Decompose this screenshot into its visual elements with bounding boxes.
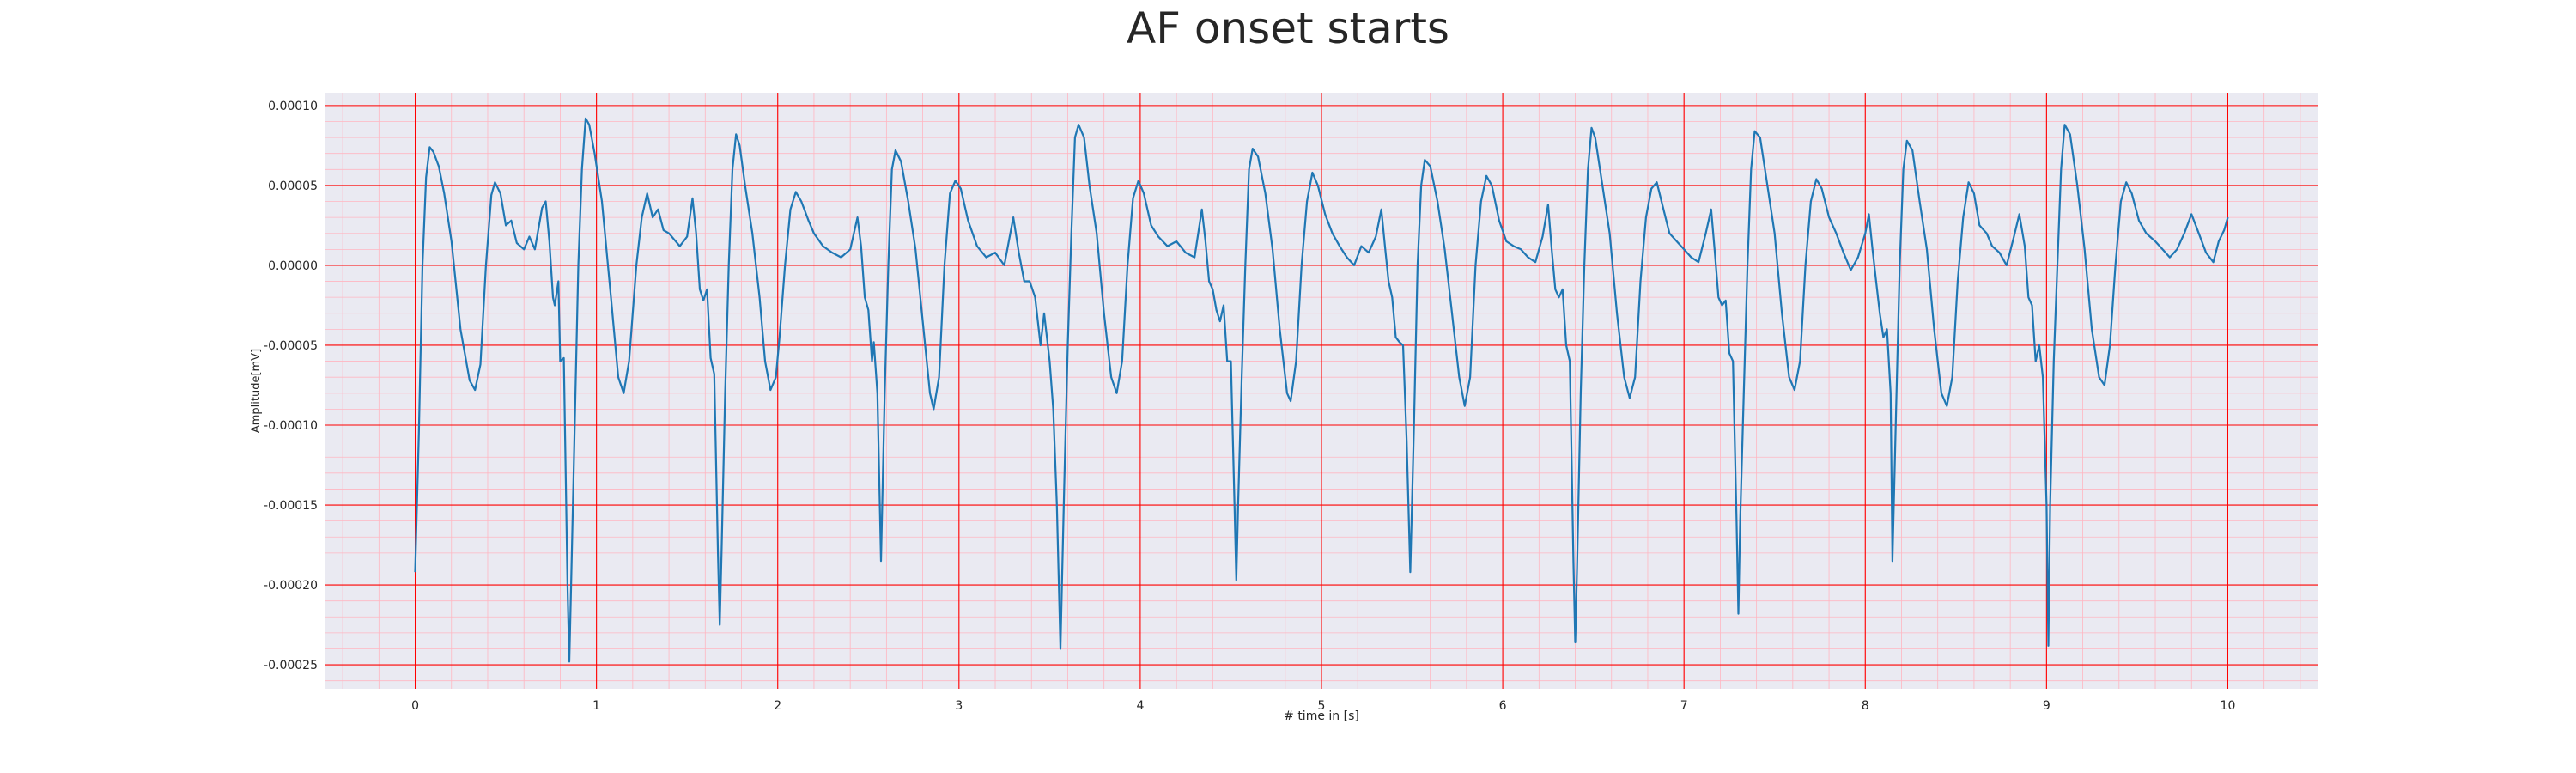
y-tick-labels: 0.00010 0.00005 0.00000 -0.00005 -0.00010 -0.… [264, 100, 318, 673]
x-tick-label: 5 [1318, 699, 1326, 713]
x-tick-label: 7 [1680, 699, 1688, 713]
y-tick-label: -0.00010 [264, 419, 318, 433]
x-tick-label: 10 [2221, 699, 2236, 713]
ecg-series-line [414, 117, 2229, 663]
x-tick-label: 8 [1862, 699, 1869, 713]
x-axis-label: # time in [s] [1284, 709, 1359, 723]
x-tick-label: 2 [774, 699, 781, 713]
y-tick-label: 0.00000 [268, 259, 318, 273]
y-tick-label: -0.00005 [264, 339, 318, 353]
chart-title: AF onset starts [1127, 3, 1449, 53]
y-tick-label: -0.00020 [264, 579, 318, 593]
y-tick-label: 0.00005 [268, 180, 318, 193]
y-tick-label: -0.00015 [264, 499, 318, 513]
major-grid [325, 93, 2318, 689]
x-tick-label: 3 [955, 699, 963, 713]
y-axis-label: Amplitude[mV] [250, 349, 263, 433]
y-tick-label: 0.00010 [268, 100, 318, 113]
x-tick-labels: 0 1 2 3 4 5 6 7 8 9 10 [411, 699, 2235, 713]
x-tick-label: 6 [1499, 699, 1507, 713]
x-tick-label: 9 [2043, 699, 2050, 713]
x-tick-label: 1 [592, 699, 600, 713]
x-tick-label: 0 [411, 699, 419, 713]
x-tick-label: 4 [1136, 699, 1144, 713]
y-tick-label: -0.00025 [264, 659, 318, 673]
